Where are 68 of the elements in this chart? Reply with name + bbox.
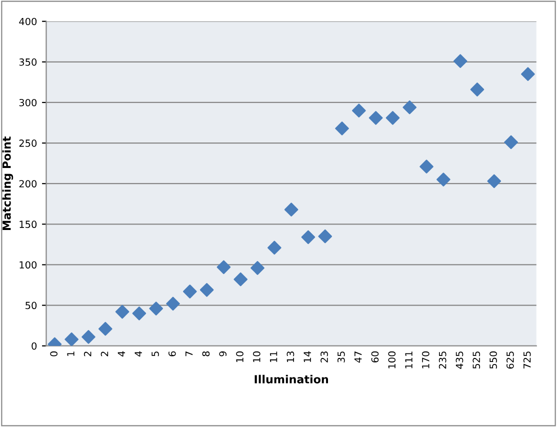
y-tick-label: 150 <box>20 220 37 228</box>
x-tick-label: 725 <box>523 352 531 368</box>
x-tick-label: 7 <box>185 352 193 356</box>
x-tick-label: 8 <box>202 351 210 356</box>
y-tick-label: 200 <box>19 180 37 188</box>
x-tick-label: 14 <box>304 351 311 362</box>
y-tick-label: 0 <box>32 342 37 350</box>
y-tick-label: 350 <box>19 58 37 66</box>
point <box>386 110 400 125</box>
point <box>268 240 282 255</box>
x-tick-label: 4 <box>118 351 125 356</box>
point <box>335 122 349 136</box>
y-tick-label: 300 <box>19 98 37 106</box>
x-tick-label: 4 <box>134 351 142 356</box>
y-tick-label: 250 <box>19 140 37 147</box>
point <box>301 230 316 244</box>
point <box>487 174 502 188</box>
point <box>216 260 231 274</box>
y-tick-label: 100 <box>20 261 37 269</box>
x-tick-label: 13 <box>286 352 294 362</box>
point <box>420 160 434 174</box>
x-tick-label: 170 <box>422 351 430 368</box>
point <box>402 100 417 114</box>
point <box>82 330 96 344</box>
x-tick-label: 111 <box>405 352 412 368</box>
x-tick-label: 35 <box>337 352 345 362</box>
point <box>132 306 146 320</box>
x-tick-label: 0 <box>50 351 58 356</box>
y-tick-label: 400 <box>19 18 37 26</box>
x-tick-label: 23 <box>320 352 328 362</box>
y-axis-title: Matching Point <box>2 136 14 230</box>
x-tick-label: 525 <box>472 352 480 369</box>
x-tick-label: 2 <box>84 352 92 356</box>
point <box>436 172 450 186</box>
point <box>98 322 112 336</box>
x-tick-label: 11 <box>270 352 278 362</box>
point <box>182 284 197 298</box>
point <box>470 82 484 96</box>
x-tick-label: 10 <box>252 351 260 362</box>
point <box>200 282 214 297</box>
x-tick-label: 47 <box>354 352 362 363</box>
x-tick-label: 10 <box>236 351 244 362</box>
point <box>368 110 383 125</box>
x-tick-label: 435 <box>456 352 464 369</box>
point <box>250 261 264 275</box>
point <box>521 67 535 81</box>
point <box>149 302 163 316</box>
point <box>64 332 78 346</box>
x-tick-label: 6 <box>168 351 176 356</box>
point <box>504 135 518 150</box>
x-tick-label: 235 <box>438 352 446 369</box>
point <box>115 304 130 319</box>
point <box>166 296 180 311</box>
point <box>318 229 332 244</box>
y-tick-label: 50 <box>26 302 37 310</box>
point <box>352 104 366 118</box>
x-tick-label: 100 <box>388 351 396 368</box>
x-tick-label: 9 <box>219 351 227 356</box>
x-tick-label: 5 <box>152 352 159 356</box>
point <box>234 272 248 286</box>
x-tick-label: 2 <box>100 352 108 356</box>
point <box>284 202 298 216</box>
x-axis-title: Illumination <box>254 374 328 384</box>
x-tick-label: 1 <box>67 352 74 356</box>
x-tick-label: 625 <box>506 352 514 369</box>
point <box>453 54 468 68</box>
x-tick-label: 550 <box>490 351 497 369</box>
x-tick-label: 60 <box>371 351 379 362</box>
